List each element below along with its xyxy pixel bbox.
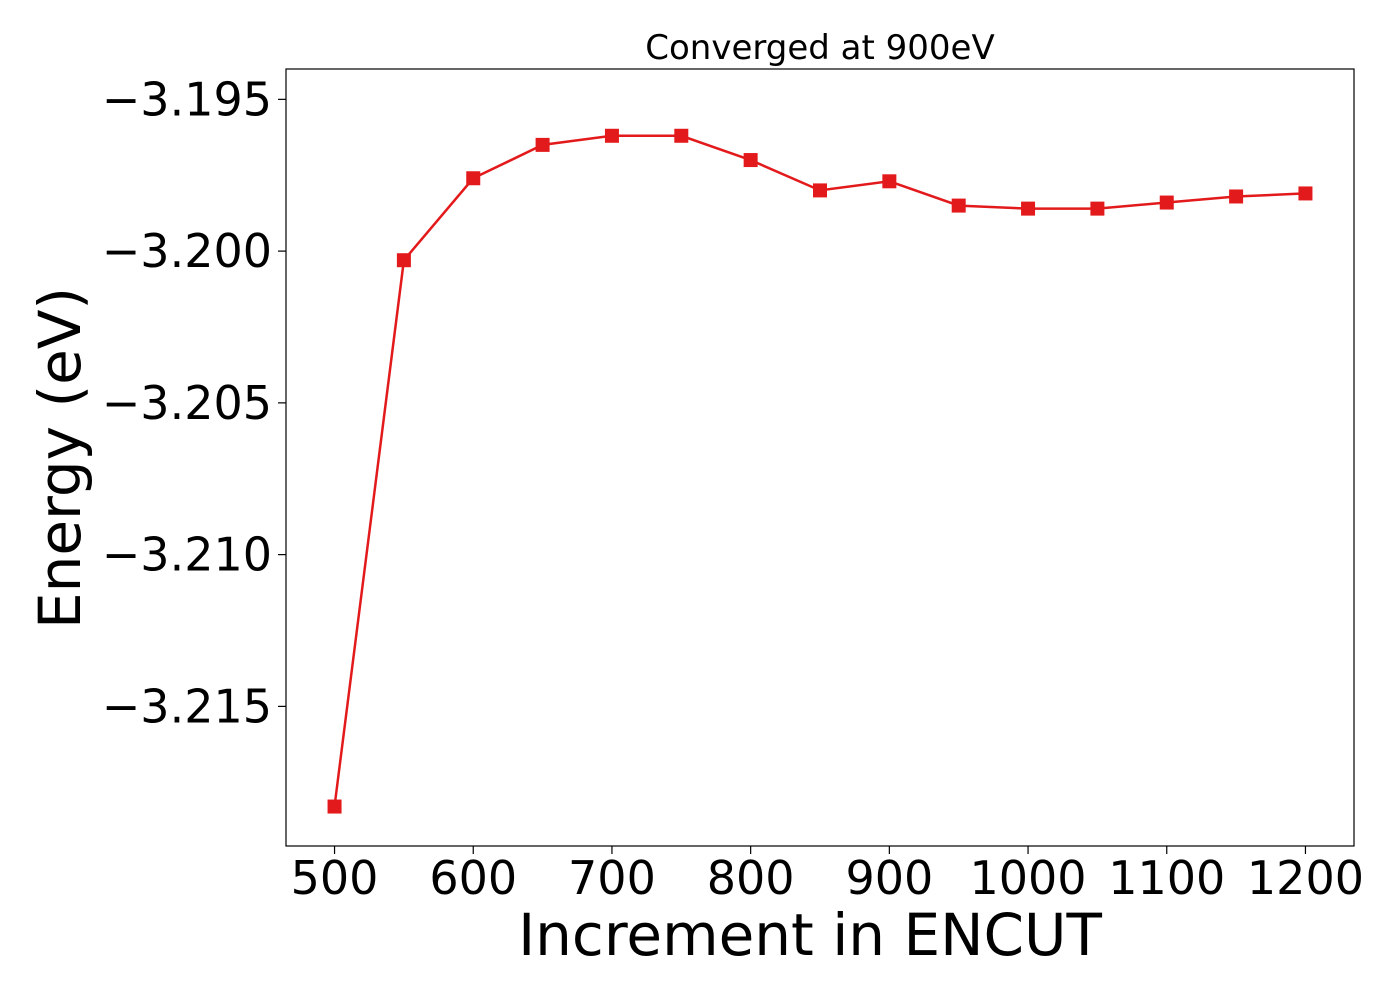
x-axis-label: Increment in ENCUT [518, 901, 1102, 969]
data-point [396, 253, 411, 268]
x-tick-label: 700 [568, 851, 656, 905]
data-point [674, 128, 689, 143]
x-tick-label: 1100 [1108, 851, 1225, 905]
data-point [1229, 189, 1244, 204]
y-axis-label: Energy (eV) [26, 287, 94, 629]
data-point [535, 137, 550, 152]
x-tick-label: 900 [845, 851, 933, 905]
data-point [1159, 195, 1174, 210]
data-point [813, 183, 827, 198]
x-tick-label: 600 [429, 851, 517, 905]
y-tick-label: −3.195 [102, 72, 272, 126]
data-point [1090, 201, 1105, 216]
data-point [604, 128, 619, 143]
x-tick-label: 1000 [970, 851, 1087, 905]
series-line [333, 134, 1306, 807]
data-point [951, 198, 966, 213]
x-tick-label: 1200 [1247, 851, 1364, 905]
y-tick-label: −3.215 [102, 679, 272, 733]
y-tick-label: −3.210 [102, 528, 272, 582]
data-point [466, 171, 481, 186]
data-point [327, 799, 342, 814]
y-tick-label: −3.200 [102, 224, 272, 278]
plot-area: 500 600 700 800 900 1000 1100 1200 −3.195 −3.200 −… [102, 68, 1364, 905]
plot-frame [285, 68, 1355, 847]
data-point [1298, 186, 1313, 201]
chart-title: Converged at 900eV [645, 28, 994, 68]
y-tick-label: −3.205 [102, 376, 272, 430]
x-tick-label: 500 [291, 851, 379, 905]
data-point [743, 153, 758, 168]
data-point [1021, 201, 1036, 216]
data-point [882, 174, 897, 189]
x-tick-label: 800 [707, 851, 795, 905]
